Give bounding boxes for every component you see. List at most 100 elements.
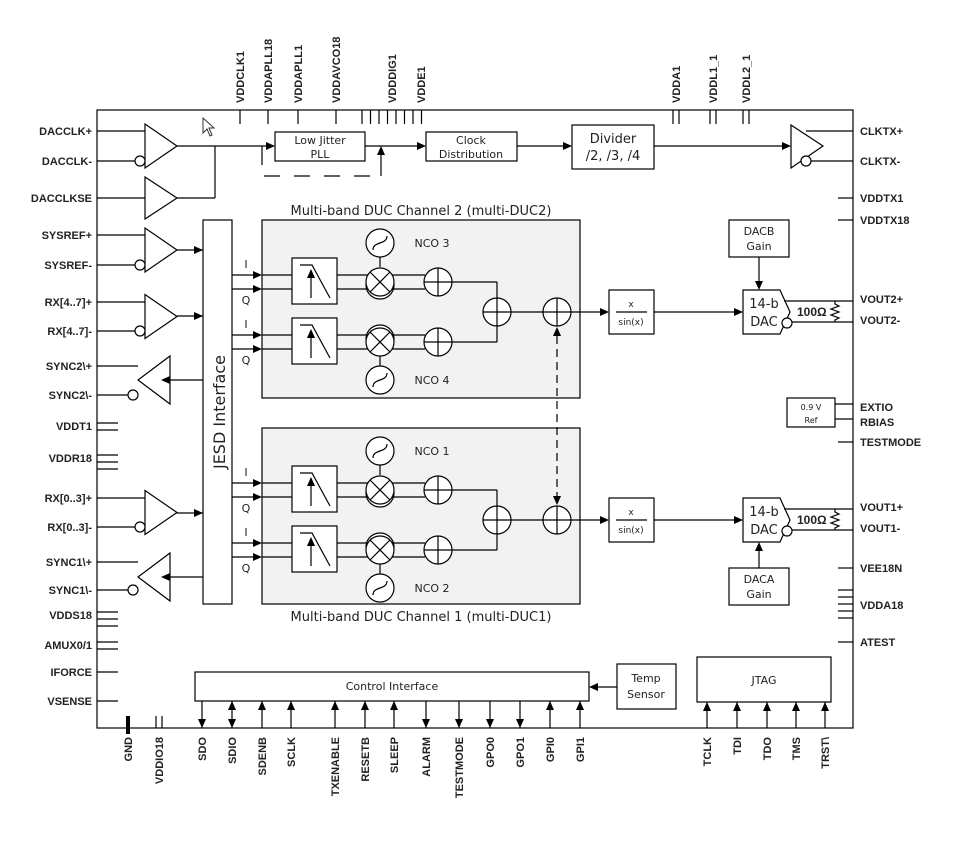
arrow-head	[600, 308, 609, 316]
arrow-head	[755, 542, 763, 551]
arrow-head	[390, 701, 398, 710]
temp-sensor-block	[616, 663, 677, 710]
resistor-value: 100Ω	[797, 513, 827, 527]
sinc-numerator: x	[628, 508, 634, 518]
arrow-head	[553, 496, 561, 505]
divider-block	[571, 124, 655, 170]
inversion-bubble	[134, 155, 146, 167]
pin-vdds18: VDDS18	[49, 610, 92, 622]
mixer-x	[369, 331, 391, 353]
arrow-head	[253, 345, 262, 353]
control-interface-block	[194, 671, 590, 702]
filter-response-icon	[300, 532, 331, 567]
pin-vddapll1: VDDAPLL1	[293, 45, 305, 103]
pin-vddclk1: VDDCLK1	[235, 51, 247, 103]
pin-dacclkse: DACCLKSE	[31, 193, 92, 205]
ref-label-2: Ref	[805, 416, 818, 425]
pin-rx-0-3-: RX[0..3]-	[47, 522, 92, 534]
arrow-head	[782, 142, 791, 150]
pin-sdio: SDIO	[227, 737, 239, 764]
pin-vdddig1: VDDDIG1	[387, 54, 399, 103]
mixer-x	[369, 479, 391, 501]
arrow-head	[361, 701, 369, 710]
temp-label-2: Sensor	[627, 688, 665, 701]
daca_gain-label-2: Gain	[746, 588, 771, 601]
dacclkse-buffer	[144, 175, 179, 221]
divider-label-2: /2, /3, /4	[586, 149, 640, 164]
nco-label: NCO 2	[414, 582, 449, 595]
inversion-bubble	[800, 155, 812, 167]
duc-title: Multi-band DUC Channel 1 (multi-DUC1)	[291, 610, 552, 625]
arrow-head	[253, 285, 262, 293]
arrow-head	[734, 516, 743, 524]
arrow-head	[287, 701, 295, 710]
arrow-head	[703, 702, 711, 711]
pin-extio: EXTIO	[860, 402, 893, 414]
sinc-denominator: sin(x)	[618, 526, 643, 536]
duc1-block	[261, 427, 581, 605]
pin-gnd: GND	[123, 737, 135, 762]
dacclk-buffer	[144, 122, 179, 170]
arrow-head	[307, 329, 315, 338]
arrow-head	[307, 477, 315, 486]
clock-dist-label-1: Clock	[456, 134, 487, 147]
arrow-head	[253, 479, 262, 487]
arrow-head	[792, 702, 800, 711]
i-label: I	[244, 318, 247, 331]
pll-label-2: PLL	[311, 148, 331, 161]
duc2-block	[261, 219, 581, 399]
pin-gpi1: GPI1	[575, 737, 587, 762]
pin-vdde1: VDDE1	[416, 66, 428, 103]
arrow-head	[253, 331, 262, 339]
arrow-head	[763, 702, 771, 711]
pin-txenable: TXENABLE	[330, 737, 342, 796]
arrow-head	[734, 308, 743, 316]
arrow-head	[486, 719, 494, 728]
rx03-buffer	[144, 489, 179, 536]
arrow-head	[546, 701, 554, 710]
daca_gain-label-1: DACA	[744, 573, 775, 586]
arrow-head	[576, 701, 584, 710]
resistor-icon	[829, 509, 841, 530]
jesd-interface-block	[202, 219, 233, 605]
pin-dacclk-: DACCLK+	[39, 126, 92, 138]
interpolation-filter	[291, 257, 338, 305]
arrow-head	[516, 719, 524, 728]
pin-vddio18: VDDIO18	[154, 737, 166, 784]
pin-sysref-: SYSREF+	[42, 230, 92, 242]
filter-response-icon	[300, 324, 331, 359]
pin-vddavco18: VDDAVCO18	[331, 37, 343, 103]
dac-label-2: DAC	[750, 523, 778, 538]
arrow-head	[194, 509, 203, 517]
inversion-bubble	[127, 389, 139, 401]
q-label: Q	[242, 354, 251, 367]
arrow-head	[422, 719, 430, 728]
nco-label: NCO 1	[414, 445, 449, 458]
pin-sdo: SDO	[197, 737, 209, 761]
dacb_gain-label-1: DACB	[744, 225, 775, 238]
pin-vdda18: VDDA18	[860, 600, 903, 612]
arrow-head	[307, 269, 315, 278]
jtag-block	[696, 656, 832, 703]
pin-gpo1: GPO1	[515, 737, 527, 768]
i-label: I	[244, 466, 247, 479]
pin-sync2-: SYNC2\-	[49, 390, 93, 402]
pin-vsense: VSENSE	[47, 696, 92, 708]
pin-sysref-: SYSREF-	[44, 260, 92, 272]
inversion-bubble	[781, 525, 793, 537]
arrow-head	[307, 537, 315, 546]
sine-icon	[372, 443, 388, 459]
q-label: Q	[242, 562, 251, 575]
arrow-head	[161, 376, 170, 384]
arrow-head	[253, 553, 262, 561]
rx47-buffer	[144, 293, 179, 340]
pin-rx-0-3-: RX[0..3]+	[45, 493, 92, 505]
pin-vee18n: VEE18N	[860, 563, 902, 575]
clock-distribution-block	[425, 131, 518, 162]
divider-label-1: Divider	[590, 132, 637, 147]
pin-amux0-1: AMUX0/1	[44, 640, 92, 652]
pin-vout1-: VOUT1-	[860, 523, 901, 535]
arrow-head	[755, 281, 763, 290]
jtag-label: JTAG	[751, 674, 777, 687]
